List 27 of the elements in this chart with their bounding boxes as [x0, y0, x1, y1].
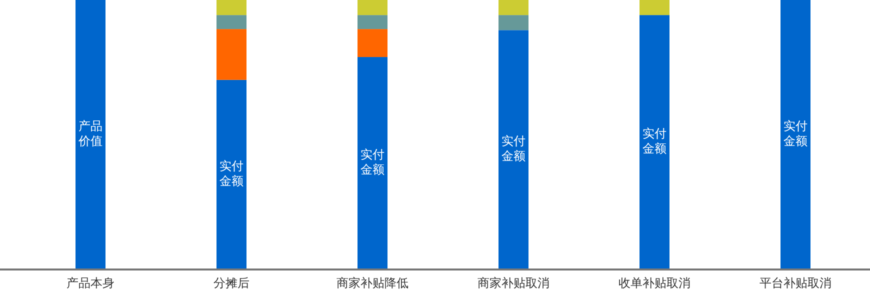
x-tick-label: 收单补贴取消 — [618, 276, 690, 290]
x-tick-label: 产品本身 — [66, 276, 114, 290]
x-tick-label: 平台补贴取消 — [760, 276, 832, 290]
x-tick-label: 分摊后 — [214, 276, 250, 290]
annotation: 实付金额 — [220, 159, 244, 188]
annotation: 实付金额 — [784, 119, 808, 148]
bar — [358, 29, 388, 58]
bar — [216, 80, 246, 269]
annotation: 实付金额 — [502, 134, 526, 164]
bar — [358, 57, 388, 269]
bar — [780, 0, 810, 269]
bar — [216, 0, 246, 16]
annotation: 实付金额 — [642, 126, 666, 156]
x-tick-label: 商家补贴取消 — [478, 276, 550, 290]
bar — [216, 15, 246, 30]
annotation: 产品价值 — [78, 119, 102, 148]
bar — [76, 0, 106, 269]
bar — [498, 30, 528, 269]
bar — [640, 15, 670, 269]
x-tick-label: 商家补贴降低 — [336, 276, 408, 290]
bar — [358, 0, 388, 16]
bar — [640, 0, 670, 16]
bar — [498, 0, 528, 16]
bar — [358, 15, 388, 30]
bar — [216, 29, 246, 80]
bar — [498, 15, 528, 30]
annotation: 实付金额 — [360, 148, 384, 177]
